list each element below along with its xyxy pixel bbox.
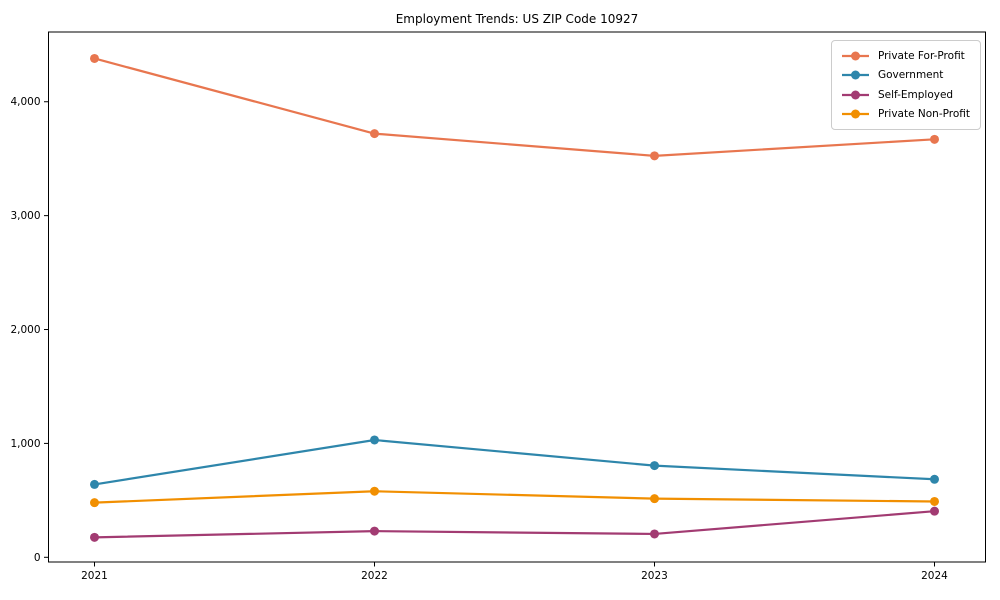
data-point bbox=[90, 498, 99, 508]
legend-swatch bbox=[841, 90, 869, 100]
data-point bbox=[930, 134, 939, 144]
legend-swatch bbox=[841, 70, 869, 80]
legend-label: Government bbox=[877, 69, 944, 82]
data-point bbox=[930, 474, 939, 484]
data-point bbox=[650, 151, 659, 161]
data-point bbox=[650, 494, 659, 504]
data-point bbox=[90, 53, 99, 63]
x-tick-label: 2023 bbox=[641, 570, 668, 582]
data-point bbox=[930, 506, 939, 516]
data-point bbox=[370, 486, 379, 496]
legend-item: Private For-Profit bbox=[841, 46, 970, 66]
data-point bbox=[930, 496, 939, 506]
legend-label: Self-Employed bbox=[877, 88, 954, 101]
data-point bbox=[650, 461, 659, 471]
y-tick-label: 2,000 bbox=[10, 324, 40, 336]
series-line bbox=[93, 490, 936, 504]
x-tick-label: 2024 bbox=[921, 570, 948, 582]
data-point bbox=[370, 435, 379, 445]
legend-item: Private Non-Profit bbox=[841, 105, 970, 125]
legend-swatch bbox=[841, 51, 869, 61]
series-line bbox=[93, 438, 936, 486]
legend-item: Government bbox=[841, 66, 970, 86]
data-point bbox=[90, 479, 99, 489]
y-tick-label: 3,000 bbox=[10, 210, 40, 222]
data-point bbox=[370, 129, 379, 139]
legend-label: Private For-Profit bbox=[877, 49, 965, 62]
legend-label: Private Non-Profit bbox=[877, 108, 970, 121]
x-tick-label: 2022 bbox=[361, 570, 388, 582]
data-point bbox=[650, 529, 659, 539]
y-tick-label: 1,000 bbox=[10, 438, 40, 450]
legend-swatch bbox=[841, 109, 869, 119]
x-tick-label: 2021 bbox=[81, 570, 108, 582]
data-point bbox=[370, 526, 379, 536]
y-tick-label: 0 bbox=[34, 552, 41, 564]
y-tick-label: 4,000 bbox=[10, 96, 40, 108]
legend-item: Self-Employed bbox=[841, 85, 970, 105]
legend: Private For-Profit Government Self-Employe… bbox=[830, 40, 981, 130]
chart-title: Employment Trends: US ZIP Code 10927 bbox=[395, 12, 639, 26]
series-line bbox=[93, 510, 936, 539]
data-point bbox=[90, 532, 99, 542]
series-line bbox=[93, 57, 936, 157]
